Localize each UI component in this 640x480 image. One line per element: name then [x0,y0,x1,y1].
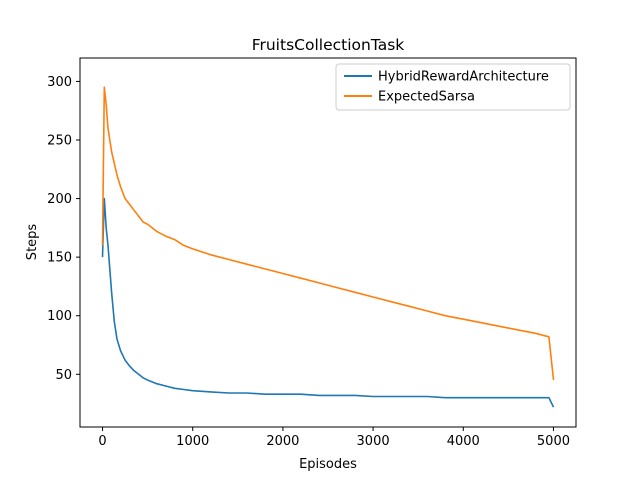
series-line-expectedsarsa [101,86,555,381]
y-tick-label: 300 [47,75,72,90]
legend-label-hybrid-reward-architecture: HybridRewardArchitecture [378,70,549,85]
legend-box [335,63,571,111]
x-tick-label: 1000 [176,434,209,449]
ticks-layer: 0 1000 2000 3000 4000 5000 50 100 150 200 250 300 [47,75,570,449]
y-tick-label: 200 [47,192,72,207]
y-tick-label: 250 [47,134,72,149]
y-axis-label: Steps [25,224,40,261]
series-line-hybridrewardarchitecture [101,197,555,408]
x-tick-label: 5000 [537,434,570,449]
plot-frame [79,57,577,428]
x-tick-label: 4000 [447,434,480,449]
y-tick-label: 100 [47,309,72,324]
chart-title: FruitsCollectionTask [252,36,405,54]
y-tick-label: 150 [47,251,72,266]
x-axis-label: Episodes [299,457,357,472]
plot-area [80,58,576,427]
x-tick-label: 3000 [357,434,390,449]
series-layer [101,86,555,408]
legend-label-expected-sarsa: ExpectedSarsa [378,90,475,105]
x-tick-label: 2000 [266,434,299,449]
legend: HybridRewardArchitecture ExpectedSarsa [335,63,571,111]
x-tick-label: 0 [98,434,106,449]
y-tick-label: 50 [55,368,72,383]
